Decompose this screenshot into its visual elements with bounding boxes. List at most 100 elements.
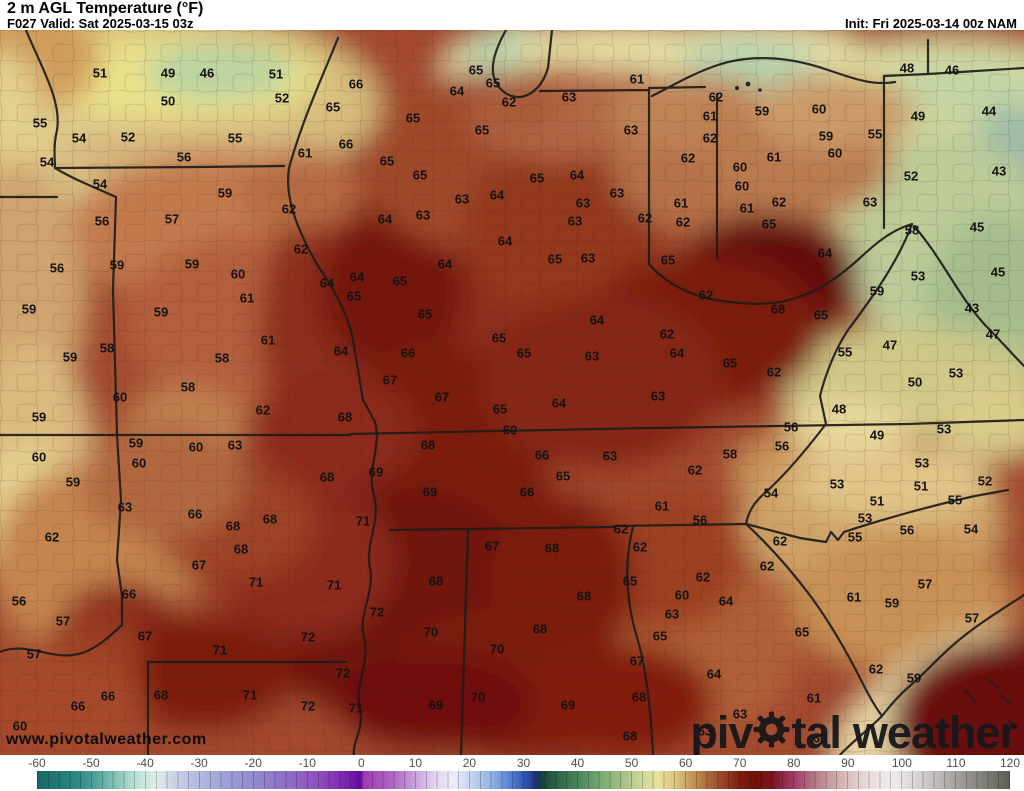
- temp-label: 59: [128, 435, 144, 451]
- temp-label: 55: [947, 492, 963, 508]
- temp-label: 60: [230, 266, 246, 282]
- temp-label: 72: [369, 604, 385, 620]
- shoreline-atlantic: [838, 593, 1024, 755]
- temp-label: 68: [631, 689, 647, 705]
- colorbar-tick-label: -30: [190, 756, 208, 770]
- temp-label: 71: [212, 642, 228, 658]
- colorbar-tick-label: 100: [891, 756, 912, 770]
- temp-label: 59: [217, 185, 233, 201]
- temp-label: 59: [21, 301, 37, 317]
- temp-label: 65: [412, 167, 428, 183]
- logo-text-tal: tal: [791, 707, 842, 755]
- colorbar-ticks: -60 -50 -40 -30 -20 -10 0 10 20 30 40 50 60 70 80 90 100…: [28, 756, 1020, 770]
- temp-label: 65: [761, 216, 777, 232]
- temp-label: 66: [348, 76, 364, 92]
- temp-label: 49: [160, 65, 176, 81]
- temp-label: 57: [917, 576, 933, 592]
- border-kentucky-virginia: [818, 222, 914, 426]
- temp-label: 55: [32, 115, 48, 131]
- colorbar-tick-label: 10: [408, 756, 423, 770]
- border-kentucky-tennessee: [348, 422, 910, 436]
- border-alabama-georgia: [626, 525, 655, 755]
- temp-label: 67: [191, 557, 207, 573]
- colorbar-tick-label: -50: [82, 756, 100, 770]
- temp-label: 69: [422, 484, 438, 500]
- watermark-url: www.pivotalweather.com: [6, 731, 207, 748]
- border-tennessee-georgia-alabama: [388, 525, 616, 532]
- temp-label: 64: [437, 256, 453, 272]
- temperature-field: [0, 30, 1024, 755]
- temp-label: 63: [697, 723, 713, 739]
- temp-label: 62: [695, 569, 711, 585]
- temp-label: 61: [297, 145, 313, 161]
- pivotal-weather-logo: piv tal weather: [690, 707, 1017, 755]
- temp-label: 43: [964, 300, 980, 316]
- temp-label: 60: [112, 389, 128, 405]
- temp-label: 64: [706, 666, 722, 682]
- temp-label: 56: [774, 438, 790, 454]
- temp-label: 62: [702, 130, 718, 146]
- temp-label: 65: [529, 170, 545, 186]
- temp-label: 65: [547, 251, 563, 267]
- temp-label: 59: [869, 283, 885, 299]
- temp-label: 63: [664, 606, 680, 622]
- temp-label: 72: [300, 698, 316, 714]
- temp-label: 63: [650, 388, 666, 404]
- temp-label: 70: [423, 624, 439, 640]
- temp-label: 65: [622, 573, 638, 589]
- temp-label: 59: [65, 474, 81, 490]
- temp-label: 61: [739, 200, 755, 216]
- temp-label: 53: [829, 476, 845, 492]
- temp-label: 64: [489, 187, 505, 203]
- temp-label: 68: [337, 409, 353, 425]
- temp-label: 62: [501, 94, 517, 110]
- border-northcarolina-southcarolina: [744, 488, 1010, 544]
- temp-label: 61: [629, 71, 645, 87]
- temp-label: 69: [560, 697, 576, 713]
- temp-label: 58: [214, 350, 230, 366]
- coastal-inlets: [964, 677, 1019, 729]
- temp-label: 63: [567, 213, 583, 229]
- temp-label: 64: [377, 211, 393, 227]
- temp-label: 60: [12, 718, 28, 734]
- temp-label: 60: [812, 730, 828, 746]
- temp-label: 63: [609, 185, 625, 201]
- temp-label: 59: [31, 409, 47, 425]
- temperature-labels: 51 49 46 51 50 52 55 54 52 55 56 54 54 59 62 57 56 62 56 59…: [0, 30, 1024, 755]
- temp-label: 68: [225, 518, 241, 534]
- temp-label: 66: [534, 447, 550, 463]
- colorbar-tick-label: 110: [946, 756, 966, 770]
- temp-label: 56: [176, 149, 192, 165]
- temp-label: 60: [188, 439, 204, 455]
- temp-label: 67: [137, 628, 153, 644]
- temp-label: 57: [164, 211, 180, 227]
- temp-label: 64: [551, 395, 567, 411]
- temp-label: 43: [991, 163, 1007, 179]
- temp-label: 64: [817, 245, 833, 261]
- temp-label: 49: [910, 108, 926, 124]
- temp-label: 64: [333, 343, 349, 359]
- temp-label: 68: [576, 588, 592, 604]
- temp-label: 65: [794, 624, 810, 640]
- border-arkansas-west: [115, 433, 124, 627]
- temp-label: 63: [584, 348, 600, 364]
- temp-label: 66: [519, 484, 535, 500]
- model-init-time: Init: Fri 2025-03-14 00z NAM: [845, 16, 1017, 31]
- temp-label: 50: [160, 93, 176, 109]
- colorbar-tick-label: 90: [841, 756, 855, 770]
- temp-label: 66: [338, 136, 354, 152]
- border-tennessee-northcarolina: [744, 422, 828, 526]
- temp-label: 50: [907, 374, 923, 390]
- colorbar-tick-label: 50: [624, 756, 639, 770]
- temp-label: 59: [153, 304, 169, 320]
- temp-label: 67: [484, 538, 500, 554]
- forecast-valid-time: F027 Valid: Sat 2025-03-15 03z: [7, 16, 194, 31]
- temp-label: 59: [109, 257, 125, 273]
- temp-label: 62: [281, 201, 297, 217]
- temp-label: 60: [732, 159, 748, 175]
- temp-label: 68: [544, 540, 560, 556]
- temp-label: 65: [722, 355, 738, 371]
- colorbar-tick-label: 70: [733, 756, 747, 770]
- temp-label: 65: [392, 273, 408, 289]
- temp-label: 63: [602, 448, 618, 464]
